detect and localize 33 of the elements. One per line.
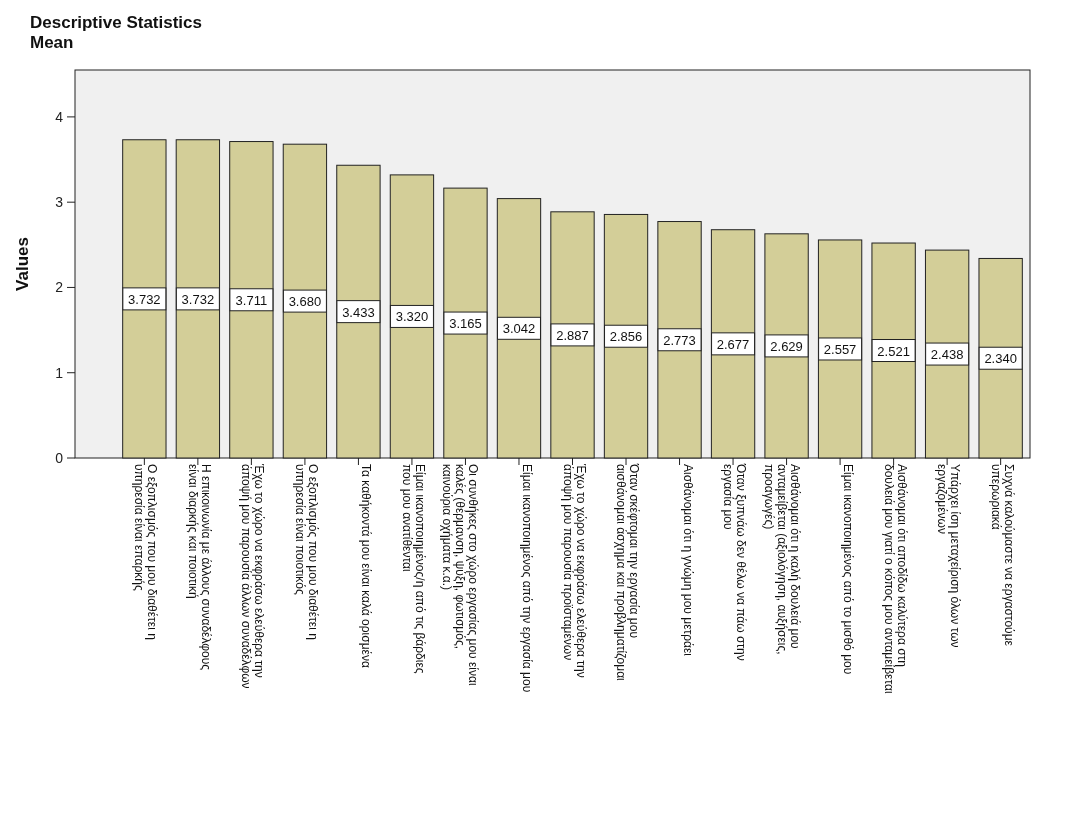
x-tick-label: Είμαι ικανοποιημένος από το μισθό μου xyxy=(841,464,856,675)
data-label: 3.732 xyxy=(128,291,161,307)
data-label: 2.557 xyxy=(823,341,857,357)
data-label: 2.887 xyxy=(556,327,589,343)
data-label: 2.629 xyxy=(770,338,803,354)
data-label: 2.340 xyxy=(984,351,1017,367)
x-tick-label: Είμαι ικανοποιημένος από την εργασία μου xyxy=(519,464,534,693)
data-label: 2.856 xyxy=(609,329,643,345)
y-tick-label: 1 xyxy=(55,364,64,381)
data-label: 2.521 xyxy=(877,343,910,359)
data-label: 3.711 xyxy=(235,292,268,308)
x-tick-label: Αισθάνομαι ότι η καλή δουλειά μου ανταμείβεται (αξιολόγηση, αυξήσεις, προαγωγές) xyxy=(761,464,802,655)
data-label: 3.042 xyxy=(502,321,536,337)
y-tick-label: 3 xyxy=(55,194,64,211)
y-tick-label: 0 xyxy=(55,450,64,466)
data-label: 3.433 xyxy=(342,304,375,320)
x-tick-label: Αισθάνομαι ότι η γνώμη μου μετράει xyxy=(680,464,695,657)
x-tick-label: Οι συνθήκες στο χώρο εργασίας μου είναι καλές (θέρμανση, ψύξη, φωτισμός, καινούρια οχήματα κ.α.) xyxy=(440,464,481,686)
data-label: 2.773 xyxy=(663,332,696,348)
data-label: 3.680 xyxy=(288,294,322,310)
y-tick-label: 2 xyxy=(55,279,64,296)
data-label: 3.320 xyxy=(395,309,429,325)
data-label: 2.677 xyxy=(716,336,750,352)
chart-subtitle: Mean xyxy=(30,33,74,52)
y-tick-label: 4 xyxy=(55,108,64,125)
x-tick-label: Όταν ξυπνάω δεν θέλω να πάω στην εργασία μου xyxy=(721,463,749,661)
y-axis-title: Values xyxy=(13,237,32,291)
x-tick-label: Ο εξοπλισμός που μου διαθέτει η υπηρεσία είναι επαρκής xyxy=(132,464,160,640)
chart-title: Descriptive Statistics xyxy=(30,13,202,32)
x-tick-label: Τα καθήκοντά μου είναι καλά ορισμένα xyxy=(359,464,374,668)
data-label: 2.438 xyxy=(930,347,964,363)
data-label: 3.732 xyxy=(181,291,215,307)
data-label: 3.165 xyxy=(449,316,482,332)
